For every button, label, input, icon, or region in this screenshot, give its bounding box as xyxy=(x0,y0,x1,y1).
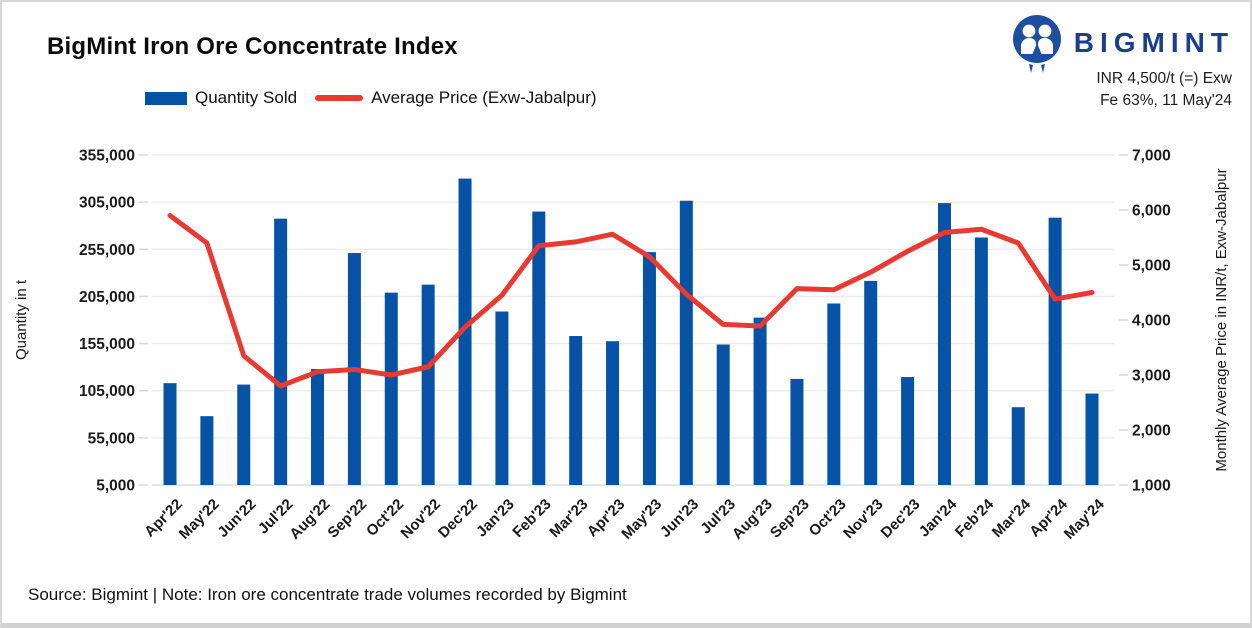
left-axis-title: Quantity in t xyxy=(13,279,30,360)
x-tick-label: Jun'23 xyxy=(657,496,702,541)
legend-label-average-price: Average Price (Exw-Jabalpur) xyxy=(371,88,597,107)
bar xyxy=(864,280,878,485)
bar xyxy=(237,384,251,485)
y-tick-label-left: 205,000 xyxy=(79,289,135,306)
y-tick-label-left: 355,000 xyxy=(79,148,135,165)
quantity-sold-bars xyxy=(163,178,1099,486)
bar xyxy=(790,378,804,485)
bar xyxy=(569,336,583,485)
bar xyxy=(1011,407,1025,485)
y-tick-label-left: 305,000 xyxy=(79,195,135,212)
bar xyxy=(827,303,841,485)
x-tick-label: Dec'23 xyxy=(878,496,924,542)
x-tick-label: Sep'23 xyxy=(767,496,813,542)
bar xyxy=(753,317,767,485)
bar xyxy=(606,341,620,485)
quantity-sold-swatch xyxy=(145,91,187,105)
bar xyxy=(163,383,177,485)
y-tick-label-right: 2,000 xyxy=(1132,423,1171,440)
y-tick-label-right: 3,000 xyxy=(1132,368,1171,385)
bar xyxy=(495,311,509,485)
bar xyxy=(642,252,656,485)
x-tick-label: Sep'22 xyxy=(324,496,370,542)
left-axis-tick-labels: 355,000 305,000 255,000 205,000 155,000 105,0… xyxy=(79,148,135,495)
chart-legend: Quantity Sold Average Price (Exw-Jabalpu… xyxy=(145,88,597,108)
price-note-line2: Fe 63%, 11 May'24 xyxy=(1100,92,1232,109)
right-axis-title: Monthly Average Price in INR/t, Exw-Jaba… xyxy=(1213,168,1230,471)
source-note: Source: Bigmint | Note: Iron ore concent… xyxy=(28,585,627,604)
y-tick-label-right: 6,000 xyxy=(1132,203,1171,220)
bar xyxy=(384,292,398,485)
bar xyxy=(1048,217,1062,485)
legend-label-quantity-sold: Quantity Sold xyxy=(195,88,298,107)
bigmint-people-icon xyxy=(1012,15,1061,73)
page-title: BigMint Iron Ore Concentrate Index xyxy=(47,33,458,60)
x-tick-label: Aug'23 xyxy=(729,496,776,543)
x-tick-label: Feb'23 xyxy=(509,496,554,541)
x-tick-label: Jun'22 xyxy=(214,496,259,541)
bar xyxy=(901,377,915,485)
y-tick-label-right: 4,000 xyxy=(1132,313,1171,330)
y-tick-label-left: 105,000 xyxy=(79,383,135,400)
bar xyxy=(458,178,472,486)
bar xyxy=(274,218,288,485)
bar xyxy=(1085,393,1099,485)
brand-name: BIGMINT xyxy=(1073,27,1234,58)
y-tick-label-left: 5,000 xyxy=(96,478,135,495)
index-price-note: INR 4,500/t (=) Exw Fe 63%, 11 May'24 xyxy=(1096,68,1232,112)
y-tick-label-right: 1,000 xyxy=(1132,478,1171,495)
bar xyxy=(311,369,325,485)
x-tick-label: Mar'23 xyxy=(546,496,591,541)
x-tick-label: May'23 xyxy=(618,496,665,543)
y-tick-label-left: 55,000 xyxy=(88,430,135,447)
x-tick-label: May'22 xyxy=(176,496,223,543)
x-tick-label: Dec'22 xyxy=(435,496,481,542)
price-note-line1: INR 4,500/t (=) Exw xyxy=(1096,70,1232,87)
x-tick-label: May'24 xyxy=(1061,495,1108,542)
y-tick-label-left: 155,000 xyxy=(79,336,135,353)
bar xyxy=(974,237,988,485)
x-tick-label: Nov'22 xyxy=(398,496,444,542)
bar xyxy=(716,344,730,485)
right-axis-tick-labels: 7,000 6,000 5,000 4,000 3,000 2,000 1,000 xyxy=(1132,148,1171,495)
bar xyxy=(532,211,546,486)
brand-logo: BIGMINT xyxy=(1010,12,1234,74)
y-tick-label-right: 7,000 xyxy=(1132,148,1171,165)
y-tick-label-right: 5,000 xyxy=(1132,258,1171,275)
x-tick-label: Mar'24 xyxy=(989,495,1035,541)
price-line xyxy=(167,213,1095,389)
x-tick-label: Nov'23 xyxy=(840,496,886,542)
x-axis-labels: Apr'22May'22Jun'22Jul'22Aug'22Sep'22Oct'… xyxy=(141,495,1108,542)
x-tick-label: Jan'23 xyxy=(473,496,518,541)
bar xyxy=(679,200,693,485)
y-tick-label-left: 255,000 xyxy=(79,242,135,259)
legend-item-quantity-sold: Quantity Sold xyxy=(145,88,297,108)
x-tick-label: Aug'22 xyxy=(286,496,333,543)
x-tick-label: Jan'24 xyxy=(916,495,961,540)
bar xyxy=(937,203,951,486)
average-price-swatch xyxy=(315,95,364,101)
legend-item-average-price: Average Price (Exw-Jabalpur) xyxy=(315,88,597,108)
bar xyxy=(200,416,214,485)
x-tick-label: Feb'24 xyxy=(952,495,998,541)
bar xyxy=(421,284,435,485)
